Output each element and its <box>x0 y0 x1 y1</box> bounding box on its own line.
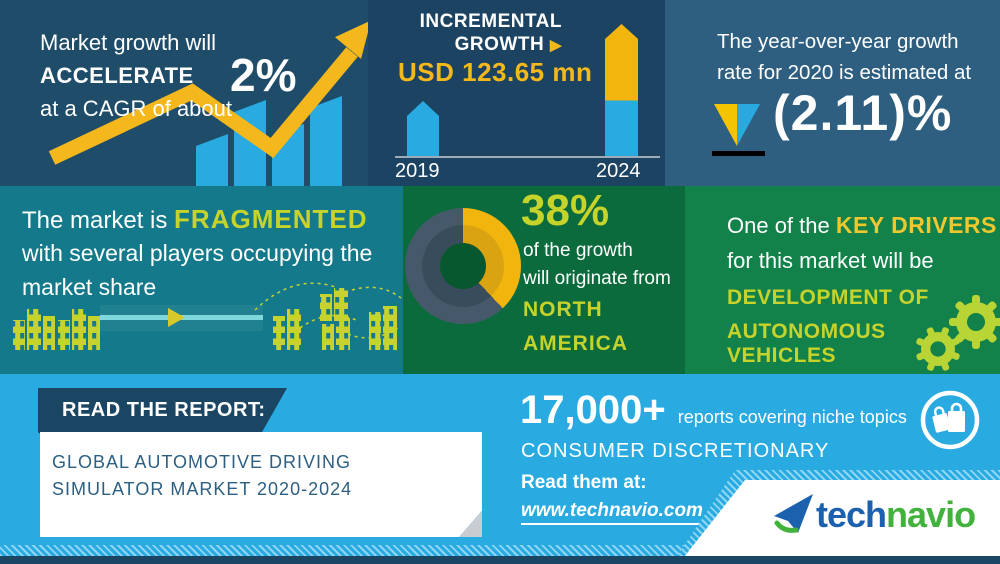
read-the-report-banner: READ THE REPORT: <box>38 388 287 432</box>
bar-2024 <box>605 24 638 156</box>
website-link[interactable]: www.technavio.com <box>521 500 703 525</box>
trend-bar <box>310 96 342 186</box>
footer-strip <box>0 556 1000 564</box>
gears-icon <box>916 295 1000 371</box>
report-card: GLOBAL AUTOMOTIVE DRIVING SIMULATOR MARK… <box>40 432 482 537</box>
growth-statement: Market growth will ACCELERATE at a CAGR … <box>40 26 368 125</box>
region-share-value: 38% <box>521 186 610 235</box>
drivers-line3: DEVELOPMENT OF <box>727 286 929 309</box>
connection-arcs <box>254 282 402 339</box>
growth-share-donut <box>405 208 521 324</box>
logo-text-navio: navio <box>886 494 976 535</box>
technavio-logo-mark-icon <box>774 494 813 533</box>
category-label: CONSUMER DISCRETIONARY <box>521 440 830 462</box>
panel-key-drivers: One of the KEY DRIVERS for this market w… <box>685 186 1000 374</box>
incremental-growth-value: USD 123.65 mn <box>398 57 593 87</box>
panel-report-footer: GLOBAL AUTOMOTIVE DRIVING SIMULATOR MARK… <box>0 374 1000 564</box>
fragmented-line1: The market is FRAGMENTED <box>22 204 368 234</box>
region-line1: of the growth <box>523 240 633 261</box>
report-title-line1: GLOBAL AUTOMOTIVE DRIVING <box>52 452 352 472</box>
trend-bar <box>196 134 228 186</box>
reports-count: 17,000+ <box>520 388 666 432</box>
building-cluster-right <box>273 288 397 350</box>
decline-triangle-icon <box>712 104 765 156</box>
panel-market-fragmented: The market is FRAGMENTED with several pl… <box>0 186 403 374</box>
bottom-stripe-band <box>0 545 1000 556</box>
incremental-growth-title: INCREMENTAL GROWTH ▶ <box>419 11 562 55</box>
panel-incremental-growth: INCREMENTAL GROWTH ▶ USD 123.65 mn 2019 … <box>368 0 665 186</box>
panel-market-growth: Market growth will ACCELERATE at a CAGR … <box>0 0 372 186</box>
fragmented-line2: with several players occupying the <box>22 240 373 266</box>
shopping-bags-icon <box>920 390 980 450</box>
building-cluster-left <box>13 309 100 350</box>
technavio-logo[interactable]: tech navio <box>768 492 976 538</box>
growth-line1: Market growth will ACCELERATE <box>40 30 217 88</box>
tick-2019: 2019 <box>395 160 440 182</box>
up-trend-arrow-icon <box>48 47 358 165</box>
region-name-line2: AMERICA <box>523 332 628 355</box>
panel-yoy-growth: The year-over-year growth rate for 2020 … <box>665 0 1000 186</box>
buildings-illustration-icon <box>13 282 402 350</box>
logo-wedge <box>684 480 1000 556</box>
arrowhead-icon <box>334 20 372 59</box>
cagr-value: 2% <box>230 49 297 101</box>
reports-count-suffix: reports covering niche topics <box>677 407 907 427</box>
region-name-line1: NORTH <box>523 298 603 321</box>
region-line2: will originate from <box>523 268 671 289</box>
logo-text-tech: tech <box>816 494 887 535</box>
donut-hole <box>440 243 486 289</box>
bar-2019 <box>407 101 439 156</box>
yoy-value: (2.11)% <box>773 85 953 141</box>
transfer-arrow-icon <box>168 308 185 327</box>
play-icon: ▶ <box>549 37 562 54</box>
panel-growth-by-region: 38% of the growth will originate from NO… <box>403 186 685 374</box>
tick-2024: 2024 <box>596 160 641 182</box>
reports-count-row: 17,000+ reports covering niche topics <box>520 388 907 433</box>
growth-trend-chart <box>48 20 372 186</box>
yoy-statement: The year-over-year growth rate for 2020 … <box>717 30 972 84</box>
fragmented-line3: market share <box>22 274 157 300</box>
read-them-at-label: Read them at: <box>521 472 647 493</box>
drivers-line4: AUTONOMOUS VEHICLES <box>727 320 886 367</box>
x-axis <box>395 156 660 158</box>
growth-line2: at a CAGR of about <box>40 96 232 121</box>
drivers-line2: for this market will be <box>727 248 934 273</box>
report-title-line2: SIMULATOR MARKET 2020-2024 <box>52 479 353 499</box>
drivers-line1: One of the KEY DRIVERS <box>727 212 997 238</box>
